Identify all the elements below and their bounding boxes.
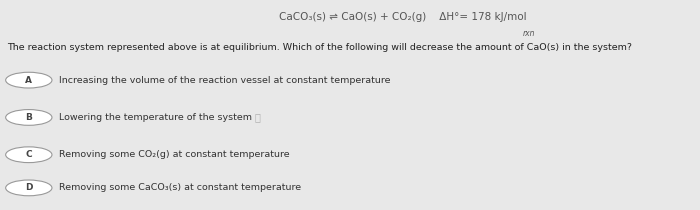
Text: Removing some CO₂(g) at constant temperature: Removing some CO₂(g) at constant tempera… [60,150,290,159]
Circle shape [6,180,52,196]
Text: Removing some CaCO₃(s) at constant temperature: Removing some CaCO₃(s) at constant tempe… [60,183,302,192]
Text: 👇: 👇 [254,112,260,122]
Circle shape [6,147,52,163]
Circle shape [6,72,52,88]
Text: CaCO₃(s) ⇌ CaO(s) + CO₂(g)    ΔH°= 178 kJ/mol: CaCO₃(s) ⇌ CaO(s) + CO₂(g) ΔH°= 178 kJ/m… [279,12,526,22]
Circle shape [6,110,52,125]
Text: D: D [25,183,33,192]
Text: C: C [25,150,32,159]
Text: rxn: rxn [523,29,536,38]
Text: Increasing the volume of the reaction vessel at constant temperature: Increasing the volume of the reaction ve… [60,76,391,85]
Text: Lowering the temperature of the system: Lowering the temperature of the system [60,113,252,122]
Text: A: A [25,76,32,85]
Text: The reaction system represented above is at equilibrium. Which of the following : The reaction system represented above is… [8,43,633,52]
Text: B: B [25,113,32,122]
